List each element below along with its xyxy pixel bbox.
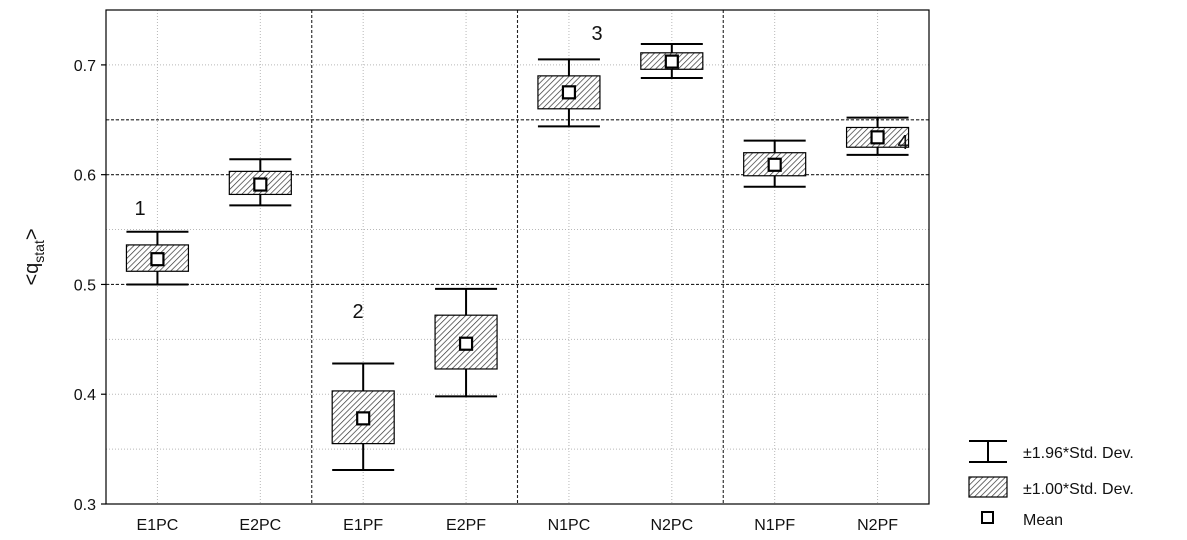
reference-lines [106,10,929,504]
mean-marker [356,411,371,426]
x-tick-label: N1PC [548,517,591,534]
box-n2pf [845,116,910,156]
x-tick-label: E2PC [239,517,281,534]
plot-frame [105,9,930,505]
legend-mean-square-icon [981,511,994,524]
group-labels: 1 2 3 4 [134,23,908,323]
legend: ±1.96*Std. Dev. ±1.00*Std. Dev. Mean [968,440,1134,529]
x-tick-label: E1PF [343,517,383,534]
group-label: 2 [352,301,363,323]
y-axis-label: <qstat> [21,228,47,285]
box-e1pf [331,362,395,471]
y-tick-label: 0.3 [74,497,96,514]
legend-hatched-box-icon [968,476,1008,498]
mean-marker [150,252,165,267]
box-n2pc [640,43,704,80]
mean-marker [767,157,782,172]
box-n1pf [743,139,807,188]
y-tick-label: 0.6 [74,168,96,185]
mean-marker [870,130,885,145]
group-label: 4 [897,132,908,154]
x-tick-label: E1PC [137,517,179,534]
mean-marker [561,85,577,100]
legend-item-hatched-box: ±1.00*Std. Dev. [968,476,1134,498]
y-tick-label: 0.5 [74,277,96,294]
x-tick-label: N2PF [857,517,898,534]
group-label: 1 [134,198,145,220]
boxes [125,43,910,471]
y-tick-label: 0.7 [74,58,96,75]
group-label: 3 [591,23,602,45]
mean-marker [458,336,474,351]
y-tick-label: 0.4 [74,387,96,404]
y-axis-ticks: 0.3 0.4 0.5 0.6 0.7 [74,58,106,514]
x-axis-ticks: E1PC E2PC E1PF E2PF N1PC N2PC N1PF N2PF [137,517,899,534]
box-e2pc [228,158,292,207]
box-n1pc [537,58,601,128]
mean-marker [253,177,268,192]
legend-label: Mean [1023,512,1063,529]
legend-item-mean: Mean [981,511,1063,529]
x-tick-label: N2PC [650,517,693,534]
legend-label: ±1.00*Std. Dev. [1023,481,1134,498]
mean-marker [664,54,679,69]
box-e1pc [125,230,190,286]
box-e2pf [434,287,498,398]
x-tick-label: N1PF [754,517,795,534]
x-tick-label: E2PF [446,517,486,534]
legend-item-whisker: ±1.96*Std. Dev. [969,440,1134,463]
legend-label: ±1.96*Std. Dev. [1023,445,1134,462]
